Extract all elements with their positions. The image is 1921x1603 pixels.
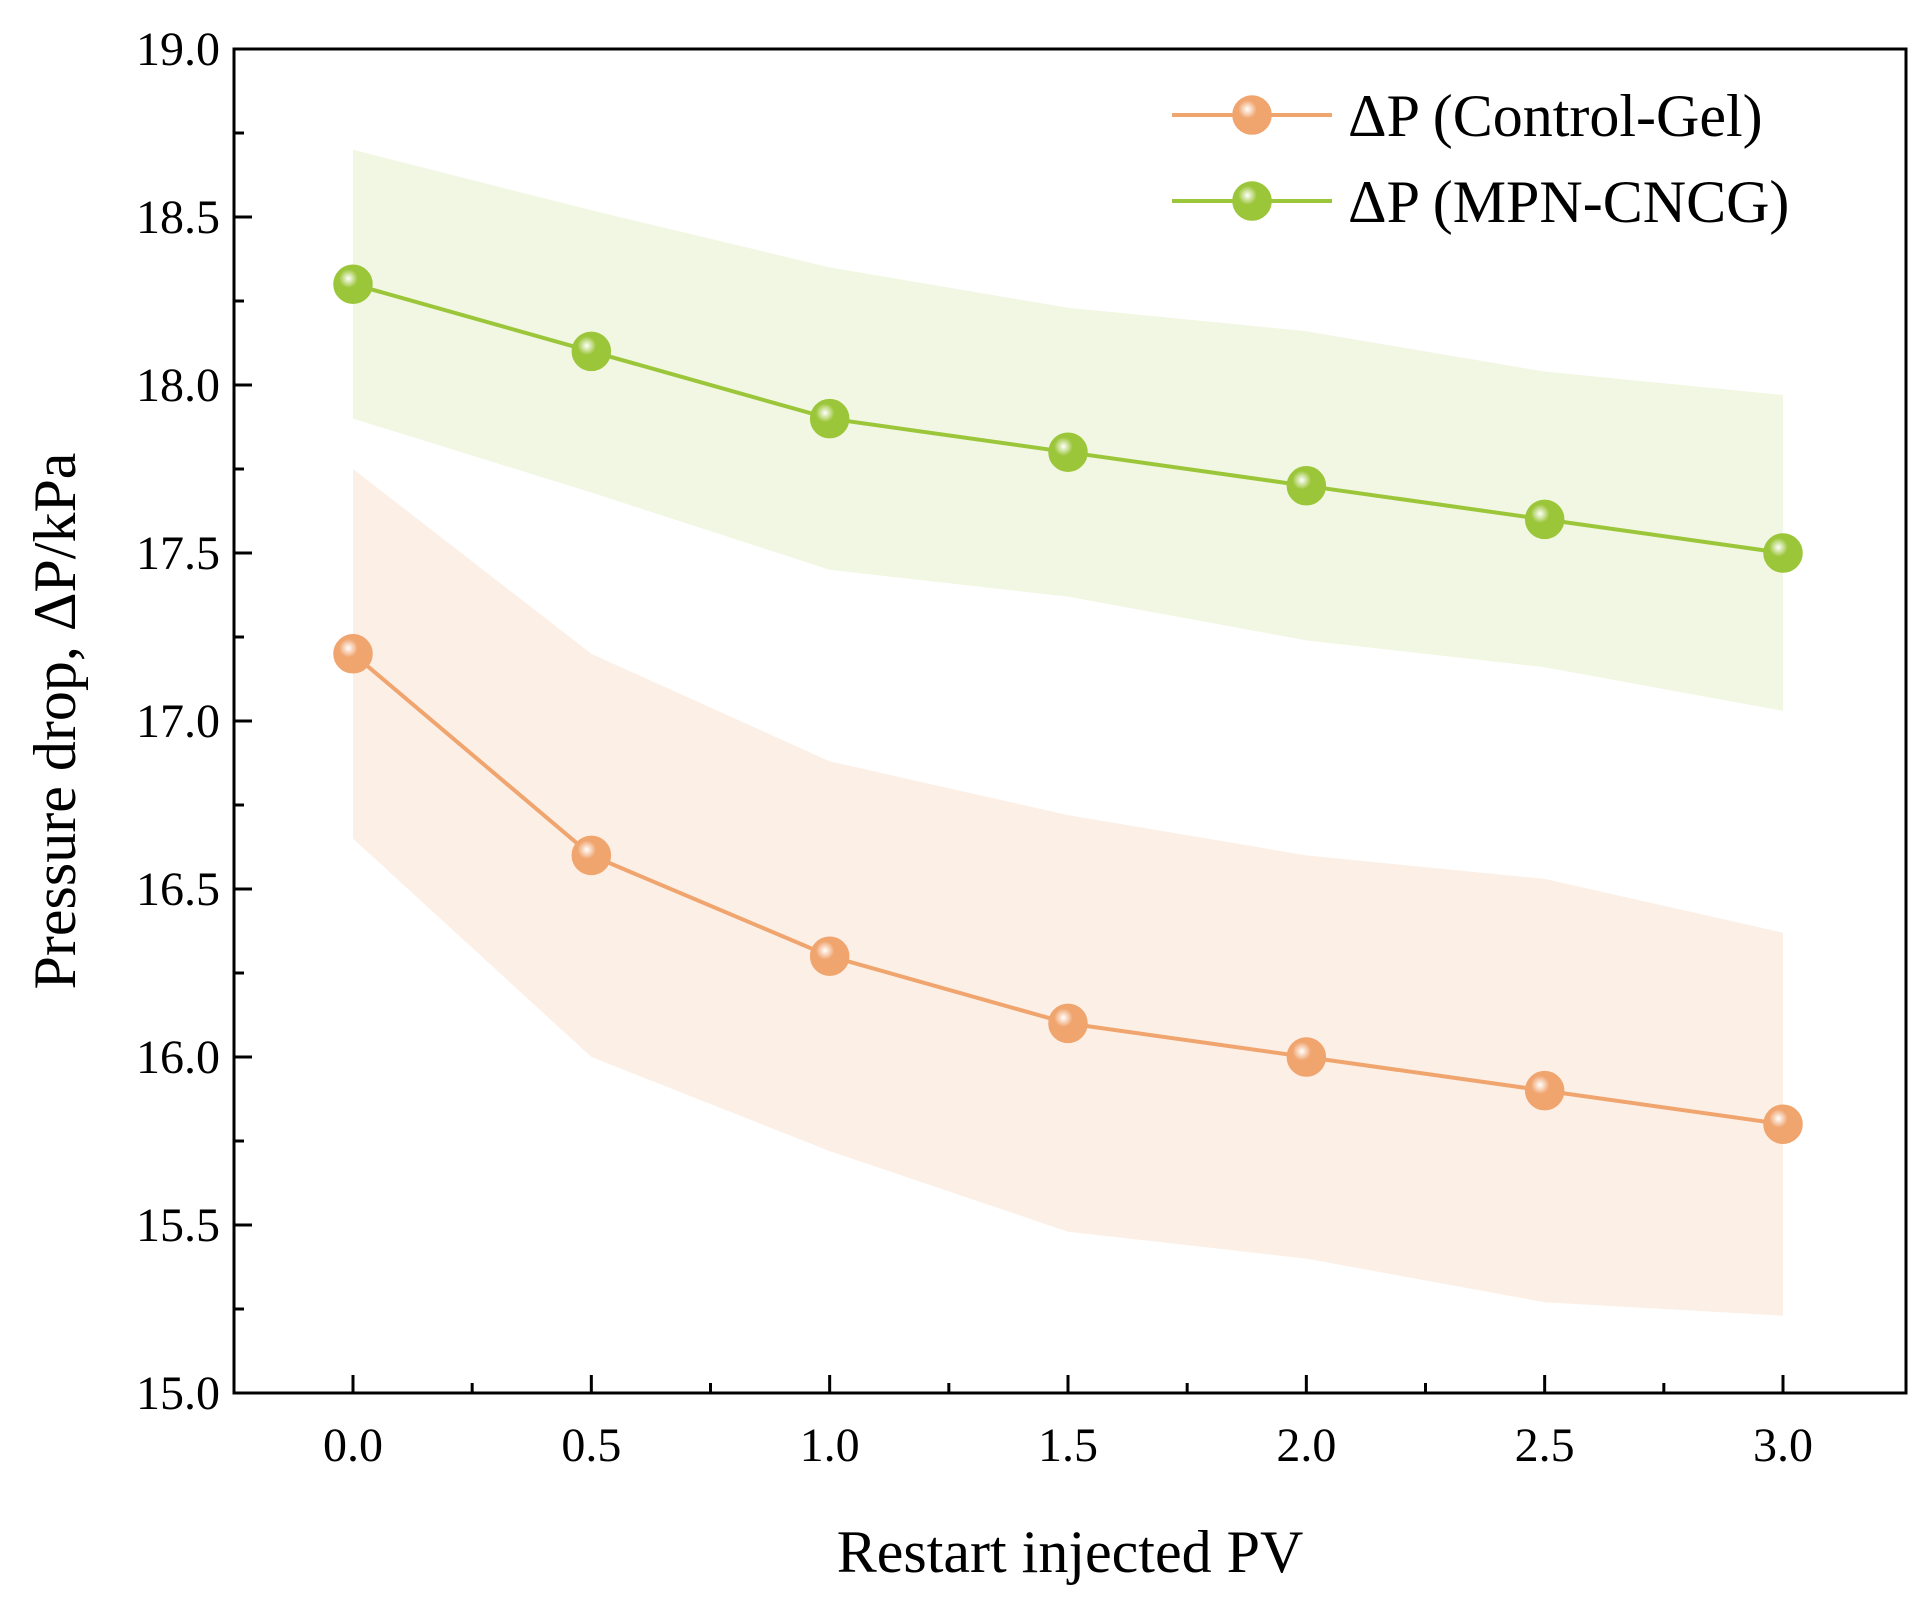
y-tick-label: 15.0 [136,1367,220,1420]
data-point [809,936,850,976]
x-tick-label: 3.0 [1753,1419,1813,1472]
data-point [571,331,612,372]
y-axis: 15.0 15.5 16.0 16.5 17.0 17.5 18.0 18.5 19.0 [136,23,252,1420]
y-axis-label: Pressure drop, ΔP/kPa [22,453,88,990]
data-point [1763,1104,1803,1144]
x-axis-label: Restart injected PV [837,1519,1304,1585]
y-tick-label: 16.0 [136,1031,220,1084]
data-point [1763,533,1803,573]
error-bands [353,149,1783,1316]
legend-marker [1232,95,1272,135]
y-tick-label: 18.0 [136,359,220,412]
x-tick-label: 1.0 [800,1419,860,1472]
data-point [1286,466,1327,506]
data-point [333,264,373,304]
y-tick-label: 18.5 [136,191,220,244]
legend: ΔP (Control-Gel) ΔP (MPN-CNCG) [1172,83,1789,235]
x-tick-label: 0.5 [561,1419,621,1472]
data-point [1286,1037,1327,1077]
y-tick-label: 17.5 [136,527,220,580]
data-point [1048,432,1088,472]
x-tick-label: 2.5 [1515,1419,1575,1472]
x-tick-label: 2.0 [1276,1419,1336,1472]
y-tick-label: 16.5 [136,863,220,916]
error-band-0 [353,469,1783,1316]
y-tick-label: 19.0 [136,23,220,76]
x-tick-label: 0.0 [323,1419,383,1472]
data-point [1524,499,1565,540]
y-tick-label: 15.5 [136,1199,220,1252]
legend-label: ΔP (Control-Gel) [1348,83,1763,149]
legend-marker [1232,181,1272,221]
error-band-1 [353,149,1783,711]
series-points [333,264,1803,1144]
x-tick-label: 1.5 [1038,1419,1098,1472]
x-axis: 0.0 0.5 1.0 1.5 2.0 2.5 3.0 [323,1375,1813,1472]
data-point [1524,1070,1565,1111]
data-point [571,835,612,876]
data-point [809,398,850,439]
y-tick-label: 17.0 [136,695,220,748]
legend-label: ΔP (MPN-CNCG) [1348,169,1789,235]
data-point [1048,1003,1088,1044]
data-point [333,634,373,674]
